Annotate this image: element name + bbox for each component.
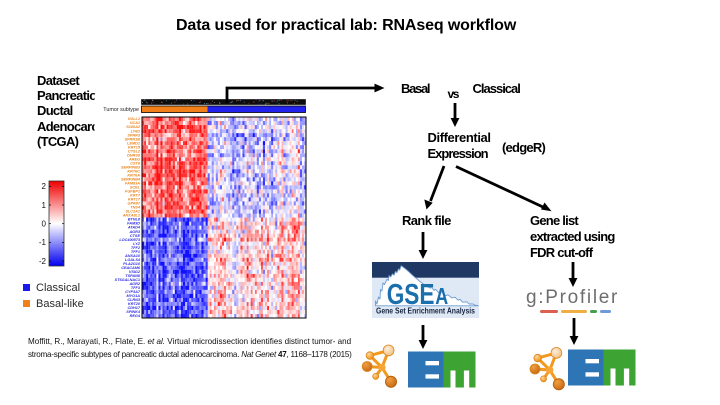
svg-text:GPR87: GPR87 <box>128 202 141 206</box>
svg-text:-1: -1 <box>39 238 47 247</box>
svg-text:-2: -2 <box>39 257 47 266</box>
svg-text:ST6GALNAC1: ST6GALNAC1 <box>115 278 140 282</box>
svg-text:SPRR1B: SPRR1B <box>125 137 141 141</box>
svg-text:KRT17: KRT17 <box>128 198 141 202</box>
svg-text:ANXA8L2: ANXA8L2 <box>122 214 141 218</box>
svg-text:CEACAM6: CEACAM6 <box>121 266 141 270</box>
svg-text:SERPINB4: SERPINB4 <box>121 178 141 182</box>
svg-text:TFF2: TFF2 <box>131 246 141 250</box>
svg-text:CYP3A7: CYP3A7 <box>125 290 141 294</box>
svg-text:VGLL1: VGLL1 <box>128 117 140 121</box>
svg-text:LYZ: LYZ <box>133 242 141 246</box>
svg-text:2: 2 <box>42 182 47 191</box>
svg-text:ATAD4: ATAD4 <box>127 226 141 230</box>
svg-text:0: 0 <box>42 220 47 229</box>
svg-text:SPRR3: SPRR3 <box>127 133 141 137</box>
svg-text:AGR2: AGR2 <box>128 282 140 286</box>
svg-text:Tumor subtype: Tumor subtype <box>103 107 139 113</box>
svg-text:LOC400573: LOC400573 <box>119 238 141 242</box>
svg-text:GSE: GSE <box>387 277 435 310</box>
svg-text:TFF3: TFF3 <box>131 286 141 290</box>
svg-text:CTSE: CTSE <box>130 234 141 238</box>
svg-text:KRT6A: KRT6A <box>127 174 140 178</box>
svg-text:LY6D: LY6D <box>131 129 141 133</box>
svg-text:CDH17: CDH17 <box>128 306 141 310</box>
svg-text:SLC2A1: SLC2A1 <box>125 210 140 214</box>
svg-text:LGALS4: LGALS4 <box>125 258 141 262</box>
svg-text:BTNL8: BTNL8 <box>128 218 141 222</box>
svg-text:KRT20: KRT20 <box>128 302 141 306</box>
svg-text:VSIG2: VSIG2 <box>129 270 141 274</box>
svg-text:TFF1: TFF1 <box>131 250 140 254</box>
svg-text:SPINK4: SPINK4 <box>126 310 141 314</box>
svg-text:AGR3: AGR3 <box>128 230 140 234</box>
svg-text:LEMD1: LEMD1 <box>127 141 140 145</box>
svg-text:SCEL: SCEL <box>130 186 141 190</box>
svg-text:1: 1 <box>42 201 47 210</box>
svg-text:A: A <box>435 284 448 310</box>
svg-text:S100A2: S100A2 <box>126 125 141 129</box>
svg-text:TNS4: TNS4 <box>130 206 141 210</box>
svg-text:CST6: CST6 <box>130 161 141 165</box>
svg-text:REG4: REG4 <box>130 314 141 318</box>
svg-text:FAM83A: FAM83A <box>125 182 140 186</box>
svg-text:MYO1A: MYO1A <box>126 294 140 298</box>
svg-text:Gene Set Enrichment Analysis: Gene Set Enrichment Analysis <box>376 306 475 316</box>
svg-text:SERPINB3: SERPINB3 <box>121 165 141 169</box>
svg-text:DHRS9: DHRS9 <box>127 153 141 157</box>
svg-text:CTSL2: CTSL2 <box>128 149 141 153</box>
svg-text:ANXA10: ANXA10 <box>124 254 141 258</box>
svg-text:CLRN3: CLRN3 <box>127 298 141 302</box>
svg-text:UCA1: UCA1 <box>130 121 140 125</box>
svg-text:FGFBP1: FGFBP1 <box>125 190 140 194</box>
svg-text:KRT6C: KRT6C <box>127 170 140 174</box>
svg-text:FAM3D: FAM3D <box>127 222 140 226</box>
svg-text:KRT7: KRT7 <box>130 194 141 198</box>
svg-text:AREG: AREG <box>128 157 140 161</box>
svg-text:KRT15: KRT15 <box>128 145 141 149</box>
svg-text:PLA2G10: PLA2G10 <box>123 262 141 266</box>
svg-text:TSPAN8: TSPAN8 <box>125 274 141 278</box>
